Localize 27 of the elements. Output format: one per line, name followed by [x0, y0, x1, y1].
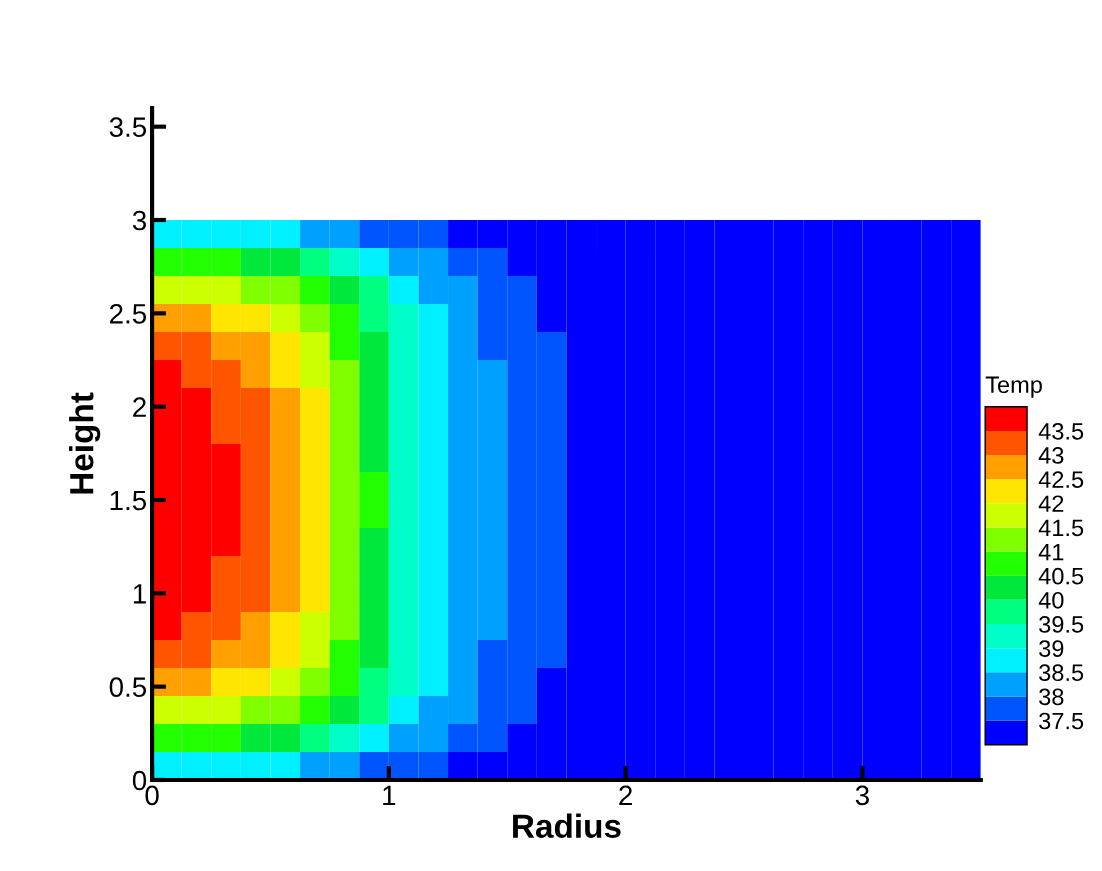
y-tick-label: 3.5 [109, 117, 147, 138]
color-bar-label: 41.5 [1038, 519, 1084, 537]
y-tick-label: 1.5 [110, 490, 147, 511]
y-tick-label: 3 [132, 210, 146, 231]
y-tick-label: 2 [133, 397, 146, 417]
y-tick-label: 0 [132, 770, 147, 791]
color-bar-label: 43 [1038, 447, 1064, 464]
color-bar-label: 42 [1038, 495, 1064, 512]
color-bar-label: 40.5 [1038, 567, 1084, 585]
color-bar-label: 38 [1039, 688, 1064, 706]
color-bar-label: 39.5 [1039, 616, 1084, 633]
y-tick-label: 0.5 [109, 677, 147, 697]
y-tick-label: 2.5 [110, 304, 147, 324]
color-bar-label: 38.5 [1039, 664, 1084, 682]
color-bar-title: Temp [985, 376, 1042, 398]
color-bar-label: 43.5 [1038, 422, 1084, 440]
y-axis-title: Height [69, 392, 101, 494]
x-tick-label: 2 [619, 785, 632, 805]
color-bar-label: 41 [1038, 543, 1064, 561]
x-tick-label: 1 [383, 785, 396, 805]
color-bar-label: 37.5 [1039, 712, 1084, 730]
color-bar-label: 40 [1038, 591, 1064, 609]
x-tick-label: 3 [855, 785, 869, 806]
color-bar-label: 39 [1039, 640, 1064, 657]
color-bar-label: 42.5 [1038, 471, 1084, 488]
x-axis-title: Radius [513, 813, 621, 838]
y-tick-label: 1 [133, 584, 146, 604]
